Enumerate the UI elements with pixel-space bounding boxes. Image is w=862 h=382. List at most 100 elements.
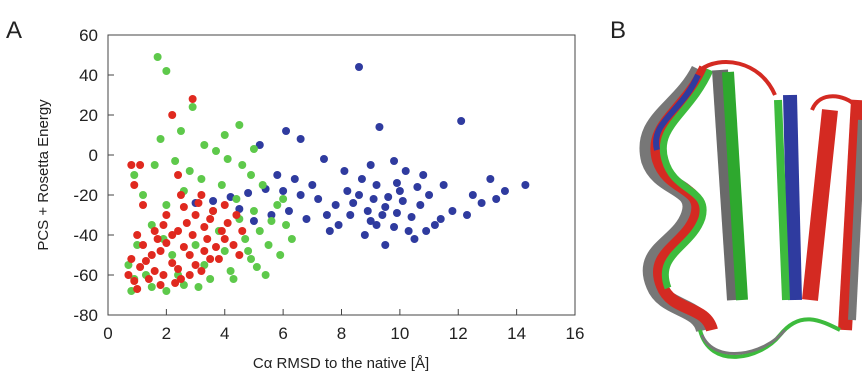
point <box>180 203 188 211</box>
y-tick-label: 0 <box>89 146 98 165</box>
x-tick-label: 14 <box>507 324 526 343</box>
point <box>282 221 290 229</box>
point <box>200 223 208 231</box>
point <box>431 221 439 229</box>
point <box>224 219 232 227</box>
point <box>154 53 162 61</box>
point <box>162 287 170 295</box>
point <box>425 191 433 199</box>
point <box>212 243 220 251</box>
point <box>358 175 366 183</box>
point <box>162 211 170 219</box>
y-tick-label: -60 <box>73 266 98 285</box>
point <box>183 219 191 227</box>
point <box>127 161 135 169</box>
point <box>157 135 165 143</box>
point <box>159 221 167 229</box>
point <box>390 223 398 231</box>
point <box>162 201 170 209</box>
point <box>457 117 465 125</box>
point <box>402 167 410 175</box>
point <box>241 235 249 243</box>
x-tick-label: 16 <box>566 324 585 343</box>
point <box>168 251 176 259</box>
point <box>218 227 226 235</box>
page: {"panel_labels": ["A", "B"], "chart_data… <box>0 0 862 382</box>
point <box>279 187 287 195</box>
point <box>349 199 357 207</box>
protein-structure <box>648 62 862 357</box>
point <box>151 227 159 235</box>
loop <box>702 330 785 354</box>
point <box>381 241 389 249</box>
point <box>171 157 179 165</box>
point <box>168 231 176 239</box>
point <box>297 135 305 143</box>
point <box>486 175 494 183</box>
point <box>373 181 381 189</box>
x-tick-label: 2 <box>162 324 171 343</box>
point <box>267 217 275 225</box>
point <box>177 191 185 199</box>
y-tick-label: -80 <box>73 306 98 325</box>
point <box>361 231 369 239</box>
point <box>378 211 386 219</box>
point <box>203 235 211 243</box>
point <box>139 241 147 249</box>
point <box>157 281 165 289</box>
point <box>375 123 383 131</box>
point <box>408 213 416 221</box>
x-axis-label: Cα RMSD to the native [Å] <box>253 355 429 372</box>
point <box>230 241 238 249</box>
point <box>367 217 375 225</box>
point <box>192 211 200 219</box>
point <box>396 187 404 195</box>
point <box>142 257 150 265</box>
point <box>478 199 486 207</box>
point <box>130 277 138 285</box>
point <box>192 261 200 269</box>
x-tick-label: 12 <box>449 324 468 343</box>
point <box>492 195 500 203</box>
point <box>224 155 232 163</box>
point <box>416 201 424 209</box>
point <box>355 191 363 199</box>
point <box>180 243 188 251</box>
point <box>130 181 138 189</box>
point <box>206 275 214 283</box>
point <box>273 201 281 209</box>
point <box>370 195 378 203</box>
x-tick-label: 8 <box>337 324 346 343</box>
point <box>133 231 141 239</box>
point <box>186 251 194 259</box>
point <box>154 235 162 243</box>
x-tick-label: 4 <box>220 324 229 343</box>
point <box>215 255 223 263</box>
point <box>288 235 296 243</box>
point <box>332 201 340 209</box>
point <box>238 161 246 169</box>
point <box>335 221 343 229</box>
point <box>419 171 427 179</box>
point <box>197 267 205 275</box>
point <box>136 263 144 271</box>
point <box>151 267 159 275</box>
point <box>297 191 305 199</box>
point <box>212 147 220 155</box>
x-tick-label: 0 <box>103 324 112 343</box>
figure: A B Cα RMSD to the native [Å] PCS + Rose… <box>0 0 862 377</box>
point <box>343 187 351 195</box>
point <box>200 247 208 255</box>
panel-label: A <box>6 17 22 44</box>
plot-area <box>124 53 529 295</box>
point <box>157 247 165 255</box>
point <box>469 191 477 199</box>
point <box>124 271 132 279</box>
point <box>276 251 284 259</box>
point <box>235 121 243 129</box>
point <box>174 265 182 273</box>
point <box>367 161 375 169</box>
point <box>253 263 261 271</box>
point <box>250 207 258 215</box>
point <box>448 207 456 215</box>
